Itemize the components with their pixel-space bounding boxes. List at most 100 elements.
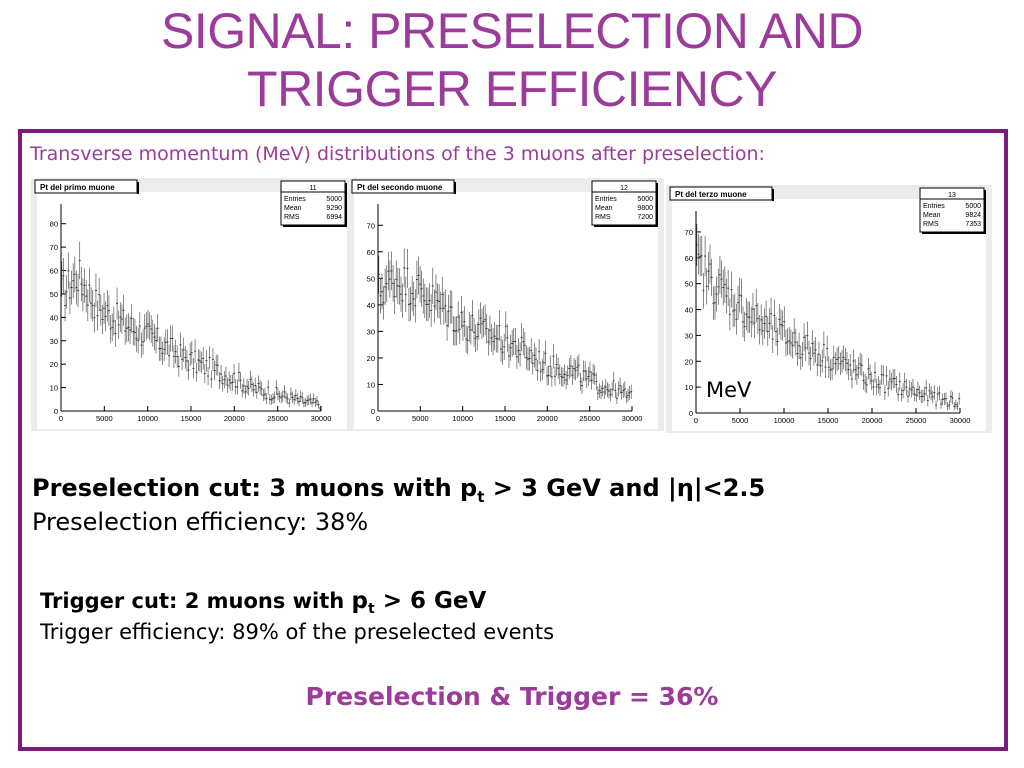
histogram-terzo-muone: 0 10 20 30 40 50 60 70 0 5000 10000 15000 20000 25000… (666, 185, 992, 433)
mev-label: MeV (706, 378, 752, 402)
y-tick-label: 50 (50, 290, 58, 299)
x-tick-label: 5000 (412, 414, 429, 423)
data-points (695, 223, 961, 411)
x-tick-label: 0 (59, 414, 63, 423)
y-tick-label: 60 (367, 248, 375, 257)
hist-title-shadow (454, 182, 456, 194)
y-tick-label: 30 (50, 337, 58, 346)
y-tick-label: 10 (50, 384, 58, 393)
y-tick-label: 40 (367, 301, 375, 310)
trigger-cut-text-b: > 6 GeV (374, 588, 487, 614)
preselection-efficiency: Preselection efficiency: 38% (32, 508, 369, 536)
y-tick-label: 50 (367, 274, 375, 283)
hist-title: Pt del terzo muone (675, 190, 747, 199)
y-tick-label: 60 (50, 267, 58, 276)
y-tick-label: 30 (367, 327, 375, 336)
histogram-secondo-muone: 0 10 20 30 40 50 60 70 0 5000 10000 15000 20000 25000… (348, 178, 664, 431)
preselection-cut-subscript: t (477, 487, 485, 506)
x-tick-label: 5000 (96, 414, 113, 423)
trigger-cut: Trigger cut: 2 muons with pt > 6 GeV (40, 588, 486, 617)
combined-efficiency: Preselection & Trigger = 36% (305, 682, 719, 711)
x-tick-label: 0 (376, 414, 380, 423)
stats-value: 5000 (326, 196, 342, 203)
stats-label: Entries (284, 196, 306, 203)
y-tick-label: 40 (685, 306, 693, 315)
x-tick-label: 20000 (862, 416, 883, 425)
stats-value: 9800 (637, 205, 653, 212)
preselection-cut: Preselection cut: 3 muons with pt > 3 Ge… (32, 474, 765, 506)
stats-label: Mean (923, 212, 941, 219)
subtitle: Transverse momentum (MeV) distributions … (30, 143, 765, 165)
title-line-1: SIGNAL: PRESELECTION AND (160, 3, 864, 59)
histogram-primo-muone: 0 10 20 30 40 50 60 70 80 0 5000 10000 15000 20000 250… (31, 178, 353, 431)
trigger-efficiency: Trigger efficiency: 89% of the preselect… (40, 620, 555, 644)
stats-box (919, 187, 985, 233)
stats-value: 7353 (965, 221, 981, 228)
x-tick-label: 30000 (950, 416, 971, 425)
x-tick-label: 15000 (818, 416, 839, 425)
y-tick-label: 60 (685, 254, 693, 263)
hist-title-shadow (137, 182, 139, 194)
trigger-cut-subscript: t (368, 601, 375, 618)
y-tick-label: 40 (50, 313, 58, 322)
stats-label: RMS (595, 214, 611, 221)
x-tick-label: 20000 (537, 414, 558, 423)
preselection-cut-text-b: > 3 GeV and |η|<2.5 (484, 474, 766, 502)
plot-pad (37, 192, 347, 429)
y-tick-label: 20 (50, 360, 58, 369)
stats-value: 9824 (965, 212, 981, 219)
stats-label: Mean (284, 205, 302, 212)
y-tick-label: 70 (367, 221, 375, 230)
title-line-2: TRIGGER EFFICIENCY (247, 61, 777, 117)
stats-value: 7200 (637, 214, 653, 221)
x-tick-label: 25000 (267, 414, 288, 423)
stats-box (591, 180, 657, 226)
stats-id: 11 (309, 185, 316, 192)
x-tick-label: 5000 (732, 416, 749, 425)
y-tick-label: 70 (685, 228, 693, 237)
data-points (60, 241, 322, 411)
x-tick-label: 30000 (311, 414, 332, 423)
stats-id: 13 (948, 192, 956, 199)
y-tick-label: 0 (371, 407, 375, 416)
y-tick-label: 0 (54, 407, 58, 416)
stats-label: Entries (923, 203, 945, 210)
y-tick-label: 70 (50, 243, 58, 252)
stats-label: Entries (595, 196, 617, 203)
hist-title: Pt del primo muone (40, 183, 115, 192)
content-frame (18, 129, 1008, 751)
y-tick-label: 10 (367, 380, 375, 389)
x-tick-label: 10000 (137, 414, 158, 423)
stats-label: Mean (595, 205, 613, 212)
preselection-cut-text-a: Preselection cut: 3 muons with p (32, 474, 478, 502)
x-tick-label: 15000 (181, 414, 202, 423)
hist-title-shadow (772, 189, 774, 201)
y-tick-label: 80 (50, 220, 58, 229)
x-tick-label: 25000 (906, 416, 927, 425)
trigger-cut-p: p (351, 588, 369, 614)
stats-value: 6994 (326, 214, 342, 221)
y-tick-label: 10 (685, 383, 693, 392)
x-tick-label: 25000 (579, 414, 600, 423)
trigger-cut-text-a: Trigger cut: 2 muons with (40, 589, 352, 613)
y-tick-label: 50 (685, 280, 693, 289)
y-tick-label: 0 (689, 409, 693, 418)
x-tick-label: 0 (694, 416, 698, 425)
x-tick-label: 10000 (452, 414, 473, 423)
stats-label: RMS (923, 221, 939, 228)
x-tick-label: 30000 (622, 414, 643, 423)
stats-label: RMS (284, 214, 300, 221)
stats-box (280, 180, 346, 226)
stats-id: 12 (620, 185, 628, 192)
y-tick-label: 30 (685, 331, 693, 340)
y-tick-label: 20 (367, 354, 375, 363)
data-points (377, 248, 633, 405)
hist-title: Pt del secondo muone (357, 183, 443, 192)
y-tick-label: 20 (685, 357, 693, 366)
x-tick-label: 10000 (774, 416, 795, 425)
stats-value: 5000 (965, 203, 981, 210)
stats-value: 9290 (326, 205, 342, 212)
x-tick-label: 15000 (495, 414, 516, 423)
x-tick-label: 20000 (224, 414, 245, 423)
stats-value: 5000 (637, 196, 653, 203)
